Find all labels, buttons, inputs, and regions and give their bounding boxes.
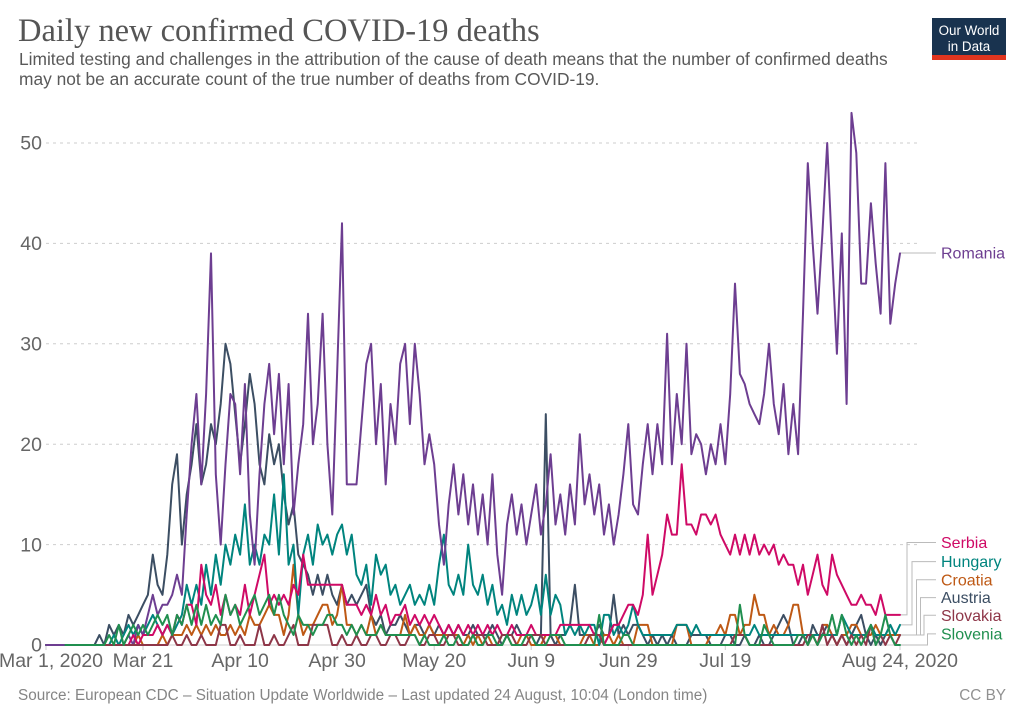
svg-text:May 20: May 20 (402, 650, 466, 672)
svg-text:Jun 29: Jun 29 (599, 650, 658, 672)
svg-text:Mar 1, 2020: Mar 1, 2020 (0, 650, 103, 672)
svg-text:Jul 19: Jul 19 (699, 650, 751, 672)
svg-text:30: 30 (20, 334, 42, 356)
svg-text:20: 20 (20, 434, 42, 456)
svg-text:Apr 30: Apr 30 (308, 650, 366, 672)
svg-text:Croatia: Croatia (941, 572, 993, 589)
svg-text:Romania: Romania (941, 246, 1005, 263)
svg-text:0: 0 (31, 635, 42, 657)
svg-text:Aug 24, 2020: Aug 24, 2020 (842, 650, 958, 672)
svg-text:40: 40 (20, 233, 42, 255)
svg-text:10: 10 (20, 534, 42, 556)
svg-text:Serbia: Serbia (941, 535, 987, 552)
svg-text:Jun 9: Jun 9 (507, 650, 555, 672)
svg-text:Apr 10: Apr 10 (211, 650, 269, 672)
svg-text:50: 50 (20, 133, 42, 155)
svg-text:Slovakia: Slovakia (941, 608, 1002, 625)
svg-text:Slovenia: Slovenia (941, 626, 1002, 643)
svg-text:Austria: Austria (941, 590, 991, 607)
svg-text:Hungary: Hungary (941, 554, 1001, 571)
svg-text:Mar 21: Mar 21 (113, 650, 174, 672)
